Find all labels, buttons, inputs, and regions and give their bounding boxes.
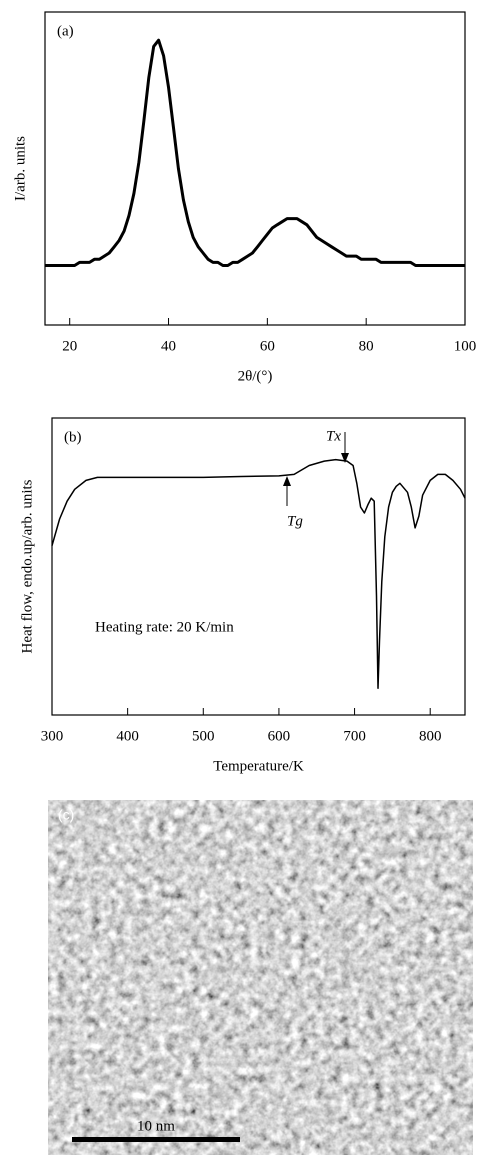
x-tick-label: 400 [116, 728, 139, 744]
data-line [45, 38, 465, 267]
annotation: Tg [287, 513, 303, 529]
tem-image [48, 800, 473, 1155]
plot-frame [44, 11, 466, 326]
arrow-head [283, 476, 291, 486]
x-axis-label: 2θ/(°) [238, 368, 273, 384]
x-tick-label: 80 [359, 338, 374, 354]
x-axis-label: Temperature/K [213, 758, 304, 774]
x-tick-label: 500 [192, 728, 215, 744]
y-axis-label: Heat flow, endo.up/arb. units [19, 479, 35, 653]
panel-label: (b) [64, 429, 82, 445]
x-tick-label: 300 [41, 728, 64, 744]
x-tick-label: 600 [268, 728, 291, 744]
scale-bar [72, 1137, 240, 1142]
data-line [51, 458, 466, 690]
panel-label: (c) [58, 807, 74, 823]
arrow-head [341, 453, 349, 463]
x-tick-label: 40 [161, 338, 176, 354]
x-tick-label: 700 [343, 728, 366, 744]
panel-label: (a) [57, 23, 74, 39]
scale-bar-label: 10 nm [137, 1118, 175, 1134]
annotation: Heating rate: 20 K/min [95, 619, 234, 635]
y-axis-label: I/arb. units [12, 136, 28, 201]
plot-frame [51, 417, 466, 716]
x-tick-label: 20 [62, 338, 77, 354]
x-tick-label: 800 [419, 728, 442, 744]
x-tick-label: 60 [260, 338, 275, 354]
annotation: Tx [326, 428, 341, 444]
x-tick-label: 100 [454, 338, 477, 354]
